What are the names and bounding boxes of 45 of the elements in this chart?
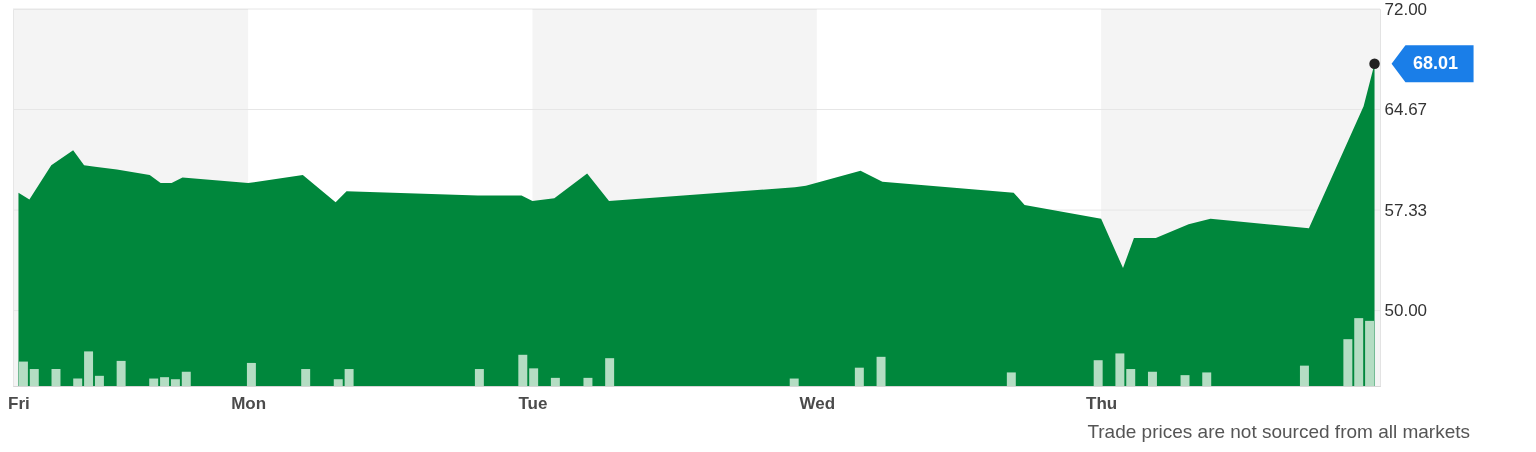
bar [1202, 372, 1212, 386]
x-tick-label: Thu [1086, 393, 1118, 413]
bar [149, 378, 159, 386]
bar [301, 369, 311, 386]
y-tick-label: 50.00 [1384, 301, 1428, 321]
bar [1093, 360, 1103, 386]
bar [84, 351, 94, 386]
bar [605, 358, 615, 386]
bar [333, 379, 343, 386]
bar [1343, 339, 1353, 386]
bar [181, 371, 191, 386]
bar [1006, 372, 1016, 386]
x-tick-label: Mon [231, 393, 267, 413]
bar [1115, 353, 1125, 386]
bar [170, 379, 180, 386]
bar [1147, 371, 1157, 386]
bar [1365, 320, 1375, 386]
bar [854, 367, 864, 386]
x-tick-label: Fri [8, 393, 30, 413]
bar [1126, 369, 1136, 386]
bar [18, 361, 28, 386]
bar [1180, 375, 1190, 386]
bar [518, 354, 528, 386]
bar [789, 378, 799, 386]
bar [1299, 365, 1309, 386]
bar [29, 369, 39, 386]
x-tick-label: Tue [518, 393, 548, 413]
bar [529, 368, 539, 386]
bar [344, 369, 354, 386]
bar [550, 377, 560, 386]
y-tick-label: 57.33 [1384, 200, 1428, 220]
y-tick-label: 64.67 [1384, 99, 1428, 119]
bar [246, 362, 256, 386]
data-label: 68.01 [1413, 52, 1459, 73]
x-tick-label: Wed [799, 393, 836, 413]
bar [474, 369, 484, 386]
bar [583, 377, 593, 386]
y-tick-label: 72.00 [1384, 0, 1428, 19]
bar [94, 375, 104, 386]
bar [73, 378, 83, 386]
bar [160, 377, 170, 386]
bar [876, 356, 886, 386]
text: Trade prices are not sourced from all markets [1087, 421, 1470, 442]
bar [1354, 318, 1364, 386]
bar [116, 360, 126, 386]
